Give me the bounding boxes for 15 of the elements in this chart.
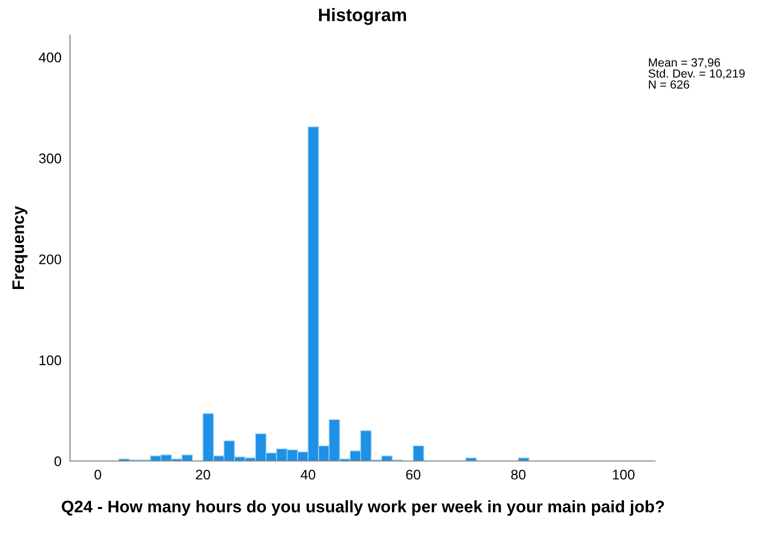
x-tick-label: 0 xyxy=(94,470,102,480)
x-tick-label: 40 xyxy=(300,470,316,480)
y-tick-label: 100 xyxy=(40,355,62,366)
chart-title: Histogram xyxy=(319,8,406,25)
y-axis-title: Frequency xyxy=(12,206,28,290)
y-tick-label: 300 xyxy=(39,153,62,164)
x-tick-label: 60 xyxy=(406,470,420,480)
y-tick-label: 400 xyxy=(38,52,62,62)
y-tick-label: 0 xyxy=(54,456,62,466)
annotation: Mean = 37,96 Std. Dev. = 10,219 N = 626 xyxy=(648,58,745,89)
x-tick-label: 100 xyxy=(612,470,635,480)
x-tick-label: 20 xyxy=(196,470,210,480)
y-tick-label: 200 xyxy=(39,254,62,264)
x-axis-title: Q24 - How many hours do you usually work per week in your main paid job? xyxy=(62,500,664,516)
x-tick-label: 80 xyxy=(511,470,526,480)
